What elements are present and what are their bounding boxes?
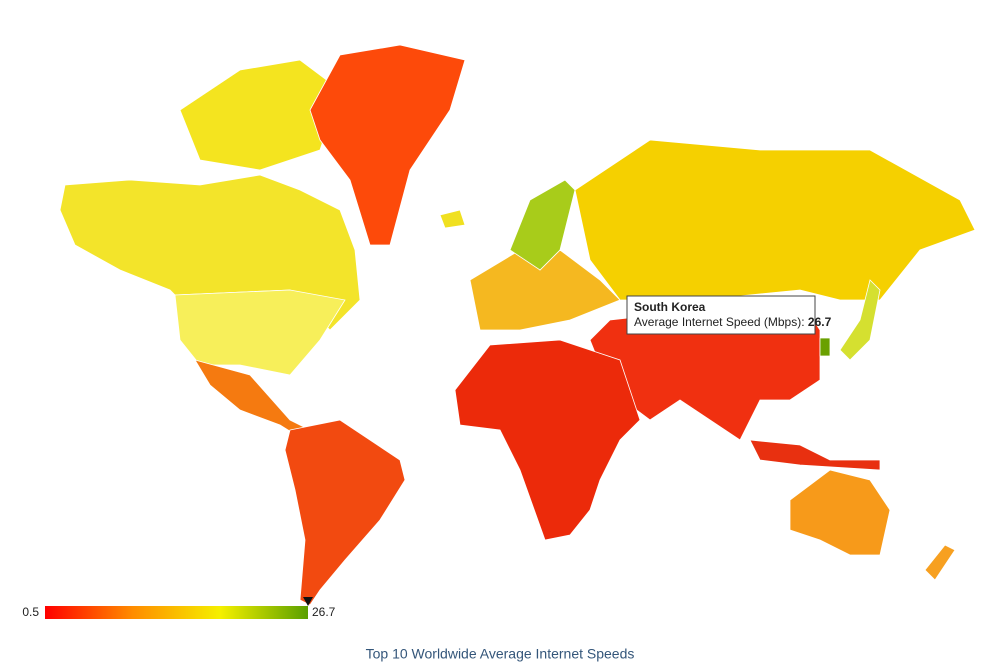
tooltip-text: Average Internet Speed (Mbps): 26.7 [634,315,832,329]
legend-tick-label: 26.7 [312,605,336,619]
country[interactable] [924,544,956,581]
color-bar [45,606,308,619]
country[interactable] [574,139,976,301]
country[interactable] [284,419,406,606]
tooltip-label: Average Internet Speed (Mbps): [634,315,805,329]
south-korea[interactable] [819,337,831,357]
country[interactable] [309,44,466,246]
legend-marker [303,597,313,606]
legend-tick-label: 0.5 [22,605,39,619]
world-map [59,44,976,606]
chart-title: Top 10 Worldwide Average Internet Speeds [366,646,635,662]
tooltip-title: South Korea [634,300,706,314]
country[interactable] [789,469,891,556]
country[interactable] [839,279,881,361]
tooltip: South Korea Average Internet Speed (Mbps… [626,295,832,335]
tooltip-value: 26.7 [808,315,832,329]
color-legend: 0.5 26.7 [22,597,336,619]
country[interactable] [439,209,466,229]
country[interactable] [749,439,881,471]
country[interactable] [454,339,641,541]
tooltip-box [626,295,816,335]
country[interactable] [59,174,361,331]
country[interactable] [174,289,346,376]
